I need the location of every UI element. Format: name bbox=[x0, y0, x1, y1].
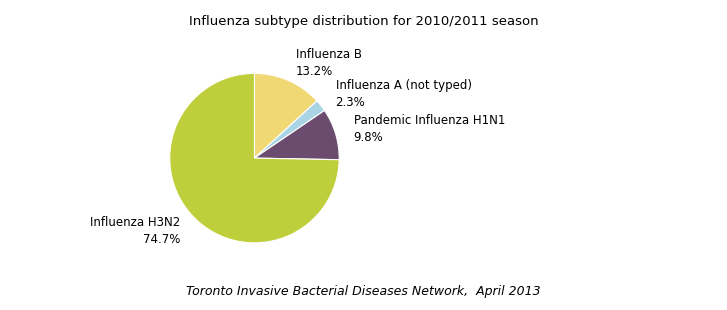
Text: Influenza B
13.2%: Influenza B 13.2% bbox=[296, 48, 362, 78]
Text: Influenza subtype distribution for 2010/2011 season: Influenza subtype distribution for 2010/… bbox=[189, 16, 538, 29]
Wedge shape bbox=[254, 110, 340, 160]
Wedge shape bbox=[254, 101, 324, 158]
Wedge shape bbox=[254, 73, 317, 158]
Text: Influenza A (not typed)
2.3%: Influenza A (not typed) 2.3% bbox=[336, 79, 472, 109]
Text: Influenza H3N2
74.7%: Influenza H3N2 74.7% bbox=[90, 215, 181, 246]
Wedge shape bbox=[169, 73, 340, 243]
Text: Pandemic Influenza H1N1
9.8%: Pandemic Influenza H1N1 9.8% bbox=[353, 114, 505, 144]
Text: Toronto Invasive Bacterial Diseases Network,  April 2013: Toronto Invasive Bacterial Diseases Netw… bbox=[186, 285, 541, 298]
